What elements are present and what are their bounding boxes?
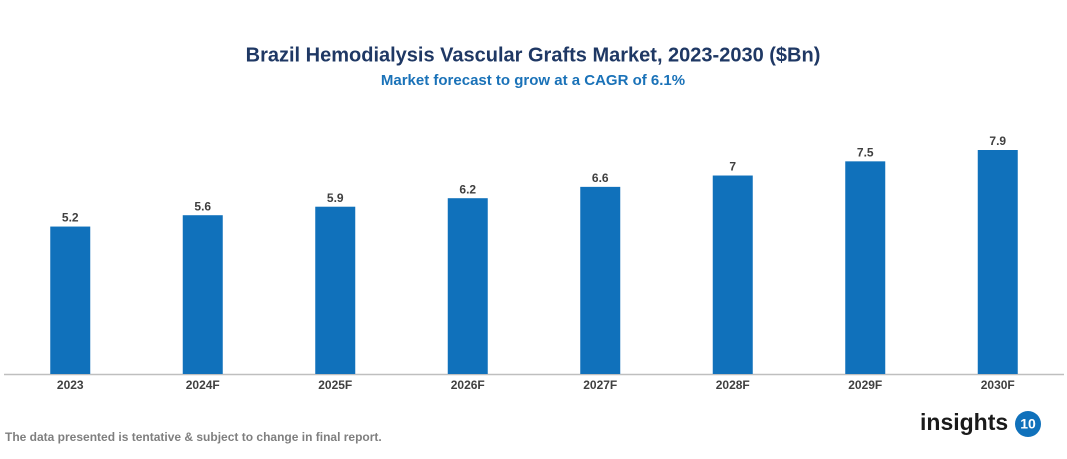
bar — [977, 150, 1018, 374]
value-label: 5.2 — [62, 211, 79, 225]
x-tick-label: 2025F — [318, 378, 352, 392]
bar — [712, 175, 753, 374]
value-label: 7 — [729, 160, 736, 174]
bar — [50, 226, 91, 374]
logo-text: insights — [920, 409, 1008, 435]
x-tick-label: 2027F — [583, 378, 617, 392]
value-label: 6.2 — [459, 182, 476, 196]
value-label: 5.6 — [194, 199, 211, 213]
x-tick-label: 2029F — [848, 378, 882, 392]
x-tick-label: 2026F — [451, 378, 485, 392]
x-tick-label: 2028F — [716, 378, 750, 392]
value-label: 7.5 — [857, 146, 874, 160]
logo-badge-text: 10 — [1020, 416, 1036, 432]
footnote: The data presented is tentative & subjec… — [5, 430, 382, 444]
chart-subtitle: Market forecast to grow at a CAGR of 6.1… — [381, 72, 685, 89]
value-label: 7.9 — [989, 134, 1006, 148]
value-label: 6.6 — [592, 171, 609, 185]
bar — [580, 186, 621, 374]
bar — [315, 206, 356, 374]
bar — [182, 215, 223, 374]
x-tick-label: 2023 — [57, 378, 84, 392]
bar — [845, 161, 886, 374]
x-tick-label: 2030F — [981, 378, 1015, 392]
logo-badge — [1015, 411, 1041, 437]
x-tick-label: 2024F — [186, 378, 220, 392]
bar — [447, 198, 488, 374]
value-label: 5.9 — [327, 191, 344, 205]
chart-title: Brazil Hemodialysis Vascular Grafts Mark… — [246, 44, 821, 66]
